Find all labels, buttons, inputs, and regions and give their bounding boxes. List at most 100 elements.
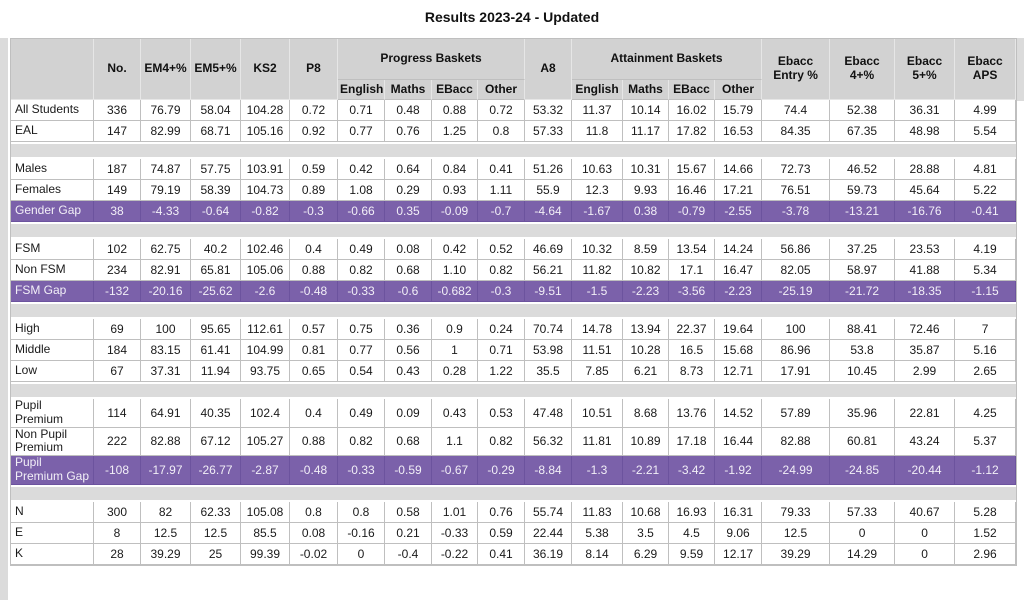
cell: 1.08 <box>338 180 385 201</box>
cell: 102.46 <box>241 239 290 260</box>
cell: 0.68 <box>385 427 432 457</box>
cell: 8 <box>94 522 141 544</box>
cell: 40.35 <box>191 399 241 428</box>
cell: 0.76 <box>478 501 526 523</box>
cell: 11.37 <box>572 100 624 121</box>
cell: 0.81 <box>290 340 338 361</box>
cell: -4.33 <box>141 201 191 222</box>
cell: 53.98 <box>525 340 573 361</box>
cell: -0.41 <box>955 201 1017 222</box>
cell: 1.1 <box>432 427 478 457</box>
cell: 2.96 <box>955 543 1017 565</box>
spacer-row <box>11 382 1017 399</box>
cell: 74.87 <box>141 159 191 180</box>
table-row: Non Pupil Premium 222 82.88 67.12 105.27 0.88… <box>11 427 1017 457</box>
cell: 72.46 <box>895 319 956 340</box>
cell: 25 <box>191 543 241 565</box>
cell: 38 <box>94 201 141 222</box>
cell: 9.59 <box>669 543 716 565</box>
cell: 0.4 <box>290 239 338 260</box>
cell: 93.75 <box>241 361 290 382</box>
col-header-no: No. <box>94 39 141 100</box>
cell: -21.72 <box>830 281 896 302</box>
cell: 10.51 <box>572 399 624 428</box>
cell: 0.71 <box>338 100 385 121</box>
cell: 0.88 <box>432 100 478 121</box>
cell: 58.04 <box>191 100 241 121</box>
cell: 55.9 <box>525 180 573 201</box>
cell: 0.88 <box>290 260 338 281</box>
cell: 47.48 <box>525 399 573 428</box>
sub-header-attainment-english: English <box>572 80 624 100</box>
cell: 17.91 <box>762 361 831 382</box>
cell: 4.99 <box>955 100 1017 121</box>
cell: -16.76 <box>895 201 956 222</box>
cell: 4.5 <box>669 522 716 544</box>
spacer-cell <box>11 222 1017 239</box>
cell: 336 <box>94 100 141 121</box>
table-row: EAL 147 82.99 68.71 105.16 0.92 0.77 0.76 1.25 0.… <box>11 121 1017 142</box>
cell: 82.99 <box>141 121 191 142</box>
cell: 82.88 <box>762 427 831 457</box>
cell: 103.91 <box>241 159 290 180</box>
cell: 0.84 <box>432 159 478 180</box>
results-table: No. EM4+% EM5+% KS2 P8 Progress Baskets … <box>10 38 1018 566</box>
spacer-row <box>11 484 1017 502</box>
row-label: Low <box>11 361 94 382</box>
cell: 85.5 <box>241 522 290 544</box>
cell: 0.29 <box>385 180 432 201</box>
cell: 8.73 <box>669 361 716 382</box>
cell: 56.86 <box>762 239 831 260</box>
cell: -1.15 <box>955 281 1017 302</box>
cell: 0.08 <box>385 239 432 260</box>
cell: 36.31 <box>895 100 956 121</box>
cell: -1.12 <box>955 456 1017 485</box>
cell: 82.91 <box>141 260 191 281</box>
cell: 41.88 <box>895 260 956 281</box>
cell: 0.9 <box>432 319 478 340</box>
cell: 0.52 <box>478 239 526 260</box>
cell: 5.54 <box>955 121 1017 142</box>
cell: 35.87 <box>895 340 956 361</box>
row-label: FSM <box>11 239 94 260</box>
cell: 12.3 <box>572 180 624 201</box>
results-table-body: All Students 336 76.79 58.04 104.28 0.72 0.71 0… <box>11 100 1017 565</box>
cell: 0 <box>338 543 385 565</box>
cell: -1.92 <box>715 456 763 485</box>
cell: 16.31 <box>715 501 763 523</box>
sub-header-progress-other: Other <box>478 80 526 100</box>
cell: -0.48 <box>290 281 338 302</box>
cell: -1.67 <box>572 201 624 222</box>
spacer-row <box>11 142 1017 159</box>
cell: -0.02 <box>290 543 338 565</box>
cell: 0.8 <box>290 501 338 523</box>
cell: 104.28 <box>241 100 290 121</box>
cell: -20.16 <box>141 281 191 302</box>
spacer-cell <box>11 142 1017 159</box>
sub-header-progress-ebacc: EBacc <box>432 80 478 100</box>
cell: 12.5 <box>191 522 241 544</box>
cell: 8.68 <box>623 399 670 428</box>
cell: 82.05 <box>762 260 831 281</box>
cell: -20.44 <box>895 456 956 485</box>
cell: -3.78 <box>762 201 831 222</box>
table-row: High 69 100 95.65 112.61 0.57 0.75 0.36 0.9 0.24 7… <box>11 319 1017 340</box>
cell: 57.89 <box>762 399 831 428</box>
cell: 1.11 <box>478 180 526 201</box>
row-label-header <box>11 39 94 100</box>
cell: 187 <box>94 159 141 180</box>
cell: 99.39 <box>241 543 290 565</box>
cell: 0.72 <box>290 100 338 121</box>
cell: 11.94 <box>191 361 241 382</box>
cell: 10.89 <box>623 427 670 457</box>
cell: 12.71 <box>715 361 763 382</box>
cell: 16.47 <box>715 260 763 281</box>
gap-row: FSM Gap -132 -20.16 -25.62 -2.6 -0.48 -0.33 -0.… <box>11 281 1017 302</box>
cell: 76.51 <box>762 180 831 201</box>
cell: 58.39 <box>191 180 241 201</box>
cell: 40.2 <box>191 239 241 260</box>
cell: -2.6 <box>241 281 290 302</box>
cell: 68.71 <box>191 121 241 142</box>
cell: 67 <box>94 361 141 382</box>
cell: -1.5 <box>572 281 624 302</box>
